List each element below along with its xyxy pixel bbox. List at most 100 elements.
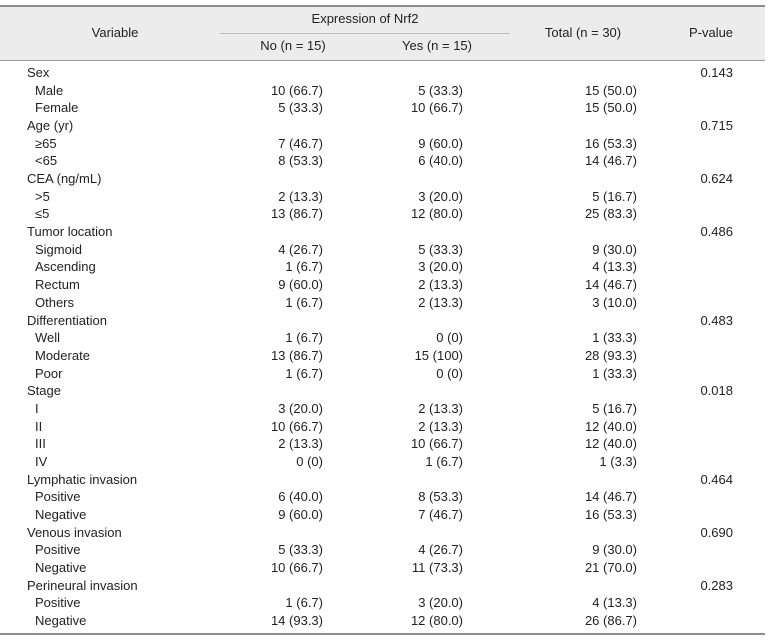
cell-no: 8 (53.3) [278,153,323,169]
row-label: Female [35,100,79,116]
header-underline [220,33,510,34]
group-label: Lymphatic invasion [27,471,138,487]
p-value: 0.143 [700,65,733,80]
cell-total: 1 (33.3) [592,365,637,381]
row-label: Negative [35,507,87,522]
cell-no: 1 (6.7) [285,294,323,310]
cell-total: 4 (13.3) [592,595,637,611]
row-label: Positive [35,595,81,611]
cell-total: 1 (33.3) [592,330,637,346]
row-label: II [35,418,43,434]
cell-yes: 0 (0) [436,330,463,346]
cell-total: 28 (93.3) [584,347,637,363]
row-label: Male [35,82,64,98]
bottom-rule [0,633,765,635]
cell-no: 10 (66.7) [270,560,323,576]
group-label: Differentiation [27,312,107,328]
cell-no: 2 (13.3) [278,188,323,204]
cell-no: 5 (33.3) [278,100,323,116]
cell-no: 7 (46.7) [278,135,323,151]
row-label: >5 [35,188,50,204]
row-label: Positive [35,542,81,558]
row-label: ≥65 [35,135,57,151]
p-value: 0.483 [700,312,733,328]
cell-total: 9 (30.0) [592,241,637,257]
cell-yes: 10 (66.7) [410,100,463,116]
cell-no: 2 (13.3) [278,436,323,452]
cell-total: 5 (16.7) [592,400,637,416]
cell-yes: 5 (33.3) [418,82,463,98]
p-value: 0.464 [700,471,733,487]
cell-no: 3 (20.0) [278,400,323,416]
cell-yes: 0 (0) [436,365,463,381]
cell-total: 14 (46.7) [584,277,637,293]
cell-total: 3 (10.0) [592,294,637,310]
cell-no: 13 (86.7) [270,347,323,363]
row-label: Ascending [35,259,96,275]
row-label: I [35,400,39,416]
p-value: 0.018 [700,383,733,399]
cell-no: 1 (6.7) [285,259,323,275]
group-label: Tumor location [27,224,113,240]
header-rule [0,60,765,61]
cell-yes: 2 (13.3) [418,294,463,310]
cell-yes: 2 (13.3) [418,418,463,434]
cell-total: 12 (40.0) [584,436,637,452]
cell-no: 9 (60.0) [278,277,323,293]
row-label: Negative [35,613,87,629]
top-rule [0,5,765,7]
group-label: Age (yr) [27,118,74,134]
row-label: ≤5 [35,206,50,222]
row-label: <65 [35,153,58,169]
cell-yes: 1 (6.7) [425,453,463,469]
row-label: Negative [35,560,87,576]
cell-yes: 3 (20.0) [418,188,463,204]
p-value: 0.624 [700,171,733,187]
cell-yes: 6 (40.0) [418,153,463,169]
cell-total: 14 (46.7) [584,153,637,169]
cell-no: 10 (66.7) [270,418,323,434]
p-value: 0.715 [700,118,733,134]
cell-yes: 2 (13.3) [418,400,463,416]
row-label: IV [35,453,48,469]
cell-yes: 10 (66.7) [410,436,463,452]
cell-yes: 2 (13.3) [418,277,463,293]
header-cell: P-value [688,25,734,40]
cell-total: 26 (86.7) [584,613,637,629]
cell-yes: 3 (20.0) [418,595,463,611]
cell-yes: 4 (26.7) [418,542,463,558]
row-label: Sigmoid [35,241,82,257]
header-cell: Variable [91,25,139,40]
cell-no: 1 (6.7) [285,365,323,381]
cell-yes: 5 (33.3) [418,241,463,257]
group-label: Perineural invasion [27,577,138,593]
cell-no: 1 (6.7) [285,595,323,611]
cell-total: 16 (53.3) [584,507,637,522]
cell-no: 14 (93.3) [270,613,323,629]
row-label: Positive [35,489,81,505]
group-label: Stage [27,383,61,399]
header-cell: Expression of Nrf2 [311,11,419,26]
cell-total: 1 (3.3) [599,453,637,469]
row-label: III [35,436,46,452]
header-cell: Yes (n = 15) [402,38,472,53]
row-label: Rectum [35,277,80,293]
cell-yes: 12 (80.0) [410,613,463,629]
group-label: CEA (ng/mL) [27,171,102,187]
cell-no: 13 (86.7) [270,206,323,222]
cell-total: 5 (16.7) [592,188,637,204]
cell-yes: 7 (46.7) [418,507,463,522]
cell-no: 1 (6.7) [285,330,323,346]
cell-no: 5 (33.3) [278,542,323,558]
cell-total: 25 (83.3) [584,206,637,222]
p-value: 0.486 [700,224,733,240]
cell-yes: 9 (60.0) [418,135,463,151]
cell-yes: 12 (80.0) [410,206,463,222]
cell-yes: 3 (20.0) [418,259,463,275]
cell-no: 4 (26.7) [278,241,323,257]
row-label: Poor [35,365,63,381]
group-label: Venous invasion [27,524,122,540]
p-value: 0.283 [700,577,733,593]
cell-no: 0 (0) [296,453,323,469]
